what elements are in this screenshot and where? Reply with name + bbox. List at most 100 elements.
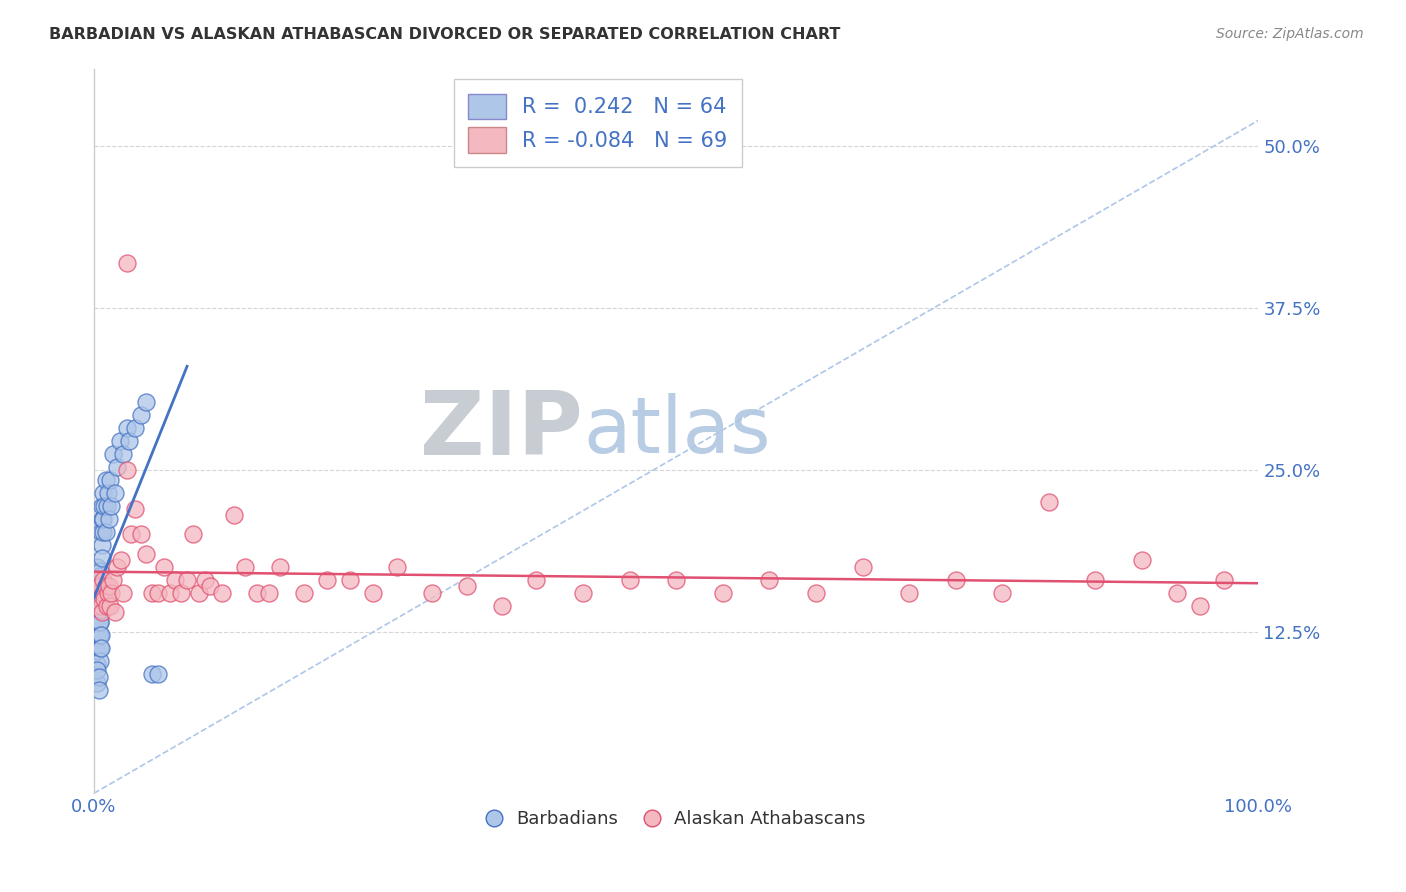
Point [153, 559, 176, 574]
Point [159, 585, 181, 599]
Point [898, 585, 921, 599]
Point [292, 585, 315, 599]
Point [112, 447, 135, 461]
Point [94, 473, 117, 487]
Point [105, 460, 128, 475]
Point [98, 579, 121, 593]
Point [146, 667, 169, 681]
Point [339, 573, 361, 587]
Point [170, 585, 193, 599]
Point [97, 486, 120, 500]
Point [129, 409, 152, 423]
Point [91, 512, 114, 526]
Point [96, 499, 118, 513]
Point [91, 538, 114, 552]
Point [91, 486, 114, 500]
Text: Source: ZipAtlas.com: Source: ZipAtlas.com [1216, 27, 1364, 41]
Point [89, 641, 111, 656]
Point [90, 599, 112, 613]
Point [91, 605, 114, 619]
Point [108, 434, 131, 449]
Text: ZIP: ZIP [420, 387, 583, 475]
Point [176, 573, 198, 587]
Point [100, 585, 122, 599]
Point [87, 582, 110, 596]
Point [87, 670, 110, 684]
Point [222, 508, 245, 522]
Point [93, 592, 115, 607]
Point [89, 602, 111, 616]
Point [257, 585, 280, 599]
Point [91, 585, 114, 599]
Point [86, 573, 108, 587]
Point [187, 585, 209, 599]
Point [101, 447, 124, 461]
Point [86, 657, 108, 671]
Point [86, 573, 108, 587]
Point [104, 605, 127, 619]
Point [87, 592, 110, 607]
Point [87, 585, 110, 599]
Point [93, 499, 115, 513]
Point [118, 434, 141, 449]
Point [120, 527, 142, 541]
Point [269, 559, 291, 574]
Point [87, 615, 110, 630]
Point [91, 524, 114, 539]
Point [385, 559, 408, 574]
Point [146, 585, 169, 599]
Point [86, 631, 108, 645]
Point [97, 585, 120, 599]
Point [711, 585, 734, 599]
Point [804, 585, 827, 599]
Point [181, 527, 204, 541]
Point [246, 585, 269, 599]
Point [100, 499, 122, 513]
Point [98, 512, 121, 526]
Point [87, 590, 110, 604]
Legend: Barbadians, Alaskan Athabascans: Barbadians, Alaskan Athabascans [479, 803, 873, 835]
Point [89, 628, 111, 642]
Point [1189, 599, 1212, 613]
Point [1038, 495, 1060, 509]
Point [91, 550, 114, 565]
Point [87, 628, 110, 642]
Point [526, 573, 548, 587]
Point [1084, 573, 1107, 587]
Point [91, 573, 114, 587]
Point [89, 602, 111, 616]
Point [141, 585, 163, 599]
Point [94, 579, 117, 593]
Point [115, 421, 138, 435]
Point [96, 599, 118, 613]
Point [1130, 553, 1153, 567]
Point [135, 547, 157, 561]
Point [665, 573, 688, 587]
Point [124, 421, 146, 435]
Point [87, 569, 110, 583]
Point [101, 573, 124, 587]
Point [456, 579, 478, 593]
Point [193, 573, 215, 587]
Point [141, 667, 163, 681]
Point [363, 585, 385, 599]
Point [211, 585, 233, 599]
Point [1166, 585, 1188, 599]
Point [945, 573, 967, 587]
Point [233, 559, 256, 574]
Point [115, 463, 138, 477]
Point [420, 585, 443, 599]
Point [87, 682, 110, 697]
Point [89, 615, 111, 630]
Text: BARBADIAN VS ALASKAN ATHABASCAN DIVORCED OR SEPARATED CORRELATION CHART: BARBADIAN VS ALASKAN ATHABASCAN DIVORCED… [49, 27, 841, 42]
Point [86, 644, 108, 658]
Point [491, 599, 513, 613]
Point [90, 592, 112, 607]
Point [112, 585, 135, 599]
Point [89, 654, 111, 668]
Point [851, 559, 873, 574]
Point [91, 499, 114, 513]
Point [105, 559, 128, 574]
Point [86, 676, 108, 690]
Point [115, 255, 138, 269]
